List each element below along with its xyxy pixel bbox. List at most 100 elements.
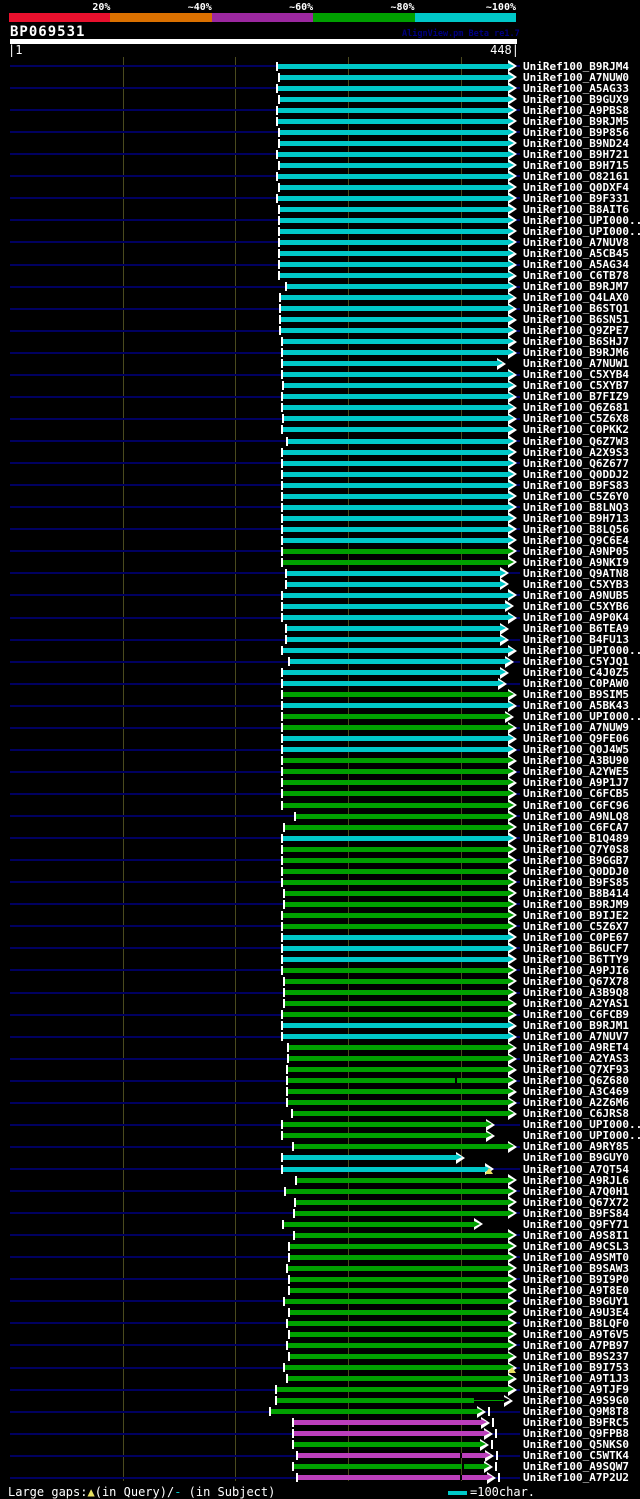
hit-bar[interactable] <box>283 1122 486 1128</box>
hit-bar[interactable] <box>285 978 508 984</box>
hit-label[interactable]: UniRef100_A2X9S3 <box>523 446 629 458</box>
hit-bar[interactable] <box>283 394 508 400</box>
hit-bar[interactable] <box>293 1111 508 1117</box>
hit-label[interactable]: UniRef100_C5Z6X7 <box>523 920 629 932</box>
hit-label[interactable]: UniRef100_Q6Z677 <box>523 457 629 469</box>
hit-bar[interactable] <box>284 1221 474 1227</box>
hit-bar[interactable] <box>285 824 508 830</box>
hit-label[interactable]: UniRef100_B9FS84 <box>523 1207 629 1219</box>
hit-bar[interactable] <box>288 438 508 444</box>
hit-bar[interactable] <box>283 681 498 687</box>
hit-label[interactable]: UniRef100_A9T8E0 <box>523 1284 629 1296</box>
hit-bar[interactable] <box>285 1298 508 1304</box>
hit-bar[interactable] <box>285 1001 508 1007</box>
hit-label[interactable]: UniRef100_B6UCF7 <box>523 942 629 954</box>
hit-bar[interactable] <box>285 1365 508 1371</box>
hit-label[interactable]: UniRef100_C6TB78 <box>523 270 629 282</box>
hit-label[interactable]: UniRef100_UPI000.. <box>523 1119 640 1131</box>
hit-bar[interactable] <box>278 85 508 91</box>
hit-bar[interactable] <box>283 1133 486 1139</box>
hit-label[interactable]: UniRef100_B6SN51 <box>523 314 629 326</box>
hit-bar[interactable] <box>283 427 508 433</box>
hit-bar[interactable] <box>283 339 508 345</box>
hit-label[interactable]: UniRef100_B9SAW3 <box>523 1262 629 1274</box>
hit-bar[interactable] <box>283 1034 508 1040</box>
hit-label[interactable]: UniRef100_B9H721 <box>523 148 629 160</box>
hit-label[interactable]: UniRef100_B9RJM4 <box>523 60 629 72</box>
hit-label[interactable]: UniRef100_B8LNQ3 <box>523 501 629 513</box>
hit-label[interactable]: UniRef100_B8AIT6 <box>523 203 629 215</box>
hit-bar[interactable] <box>294 1431 484 1437</box>
hit-label[interactable]: UniRef100_B9H713 <box>523 512 629 524</box>
hit-label[interactable]: UniRef100_C5XYB3 <box>523 578 629 590</box>
hit-label[interactable]: UniRef100_UPI000.. <box>523 1130 640 1142</box>
hit-bar[interactable] <box>288 1320 508 1326</box>
hit-label[interactable]: UniRef100_B9GUX9 <box>523 93 629 105</box>
hit-label[interactable]: UniRef100_A5AG34 <box>523 259 629 271</box>
hit-label[interactable]: UniRef100_Q7XF93 <box>523 1064 629 1076</box>
hit-bar[interactable] <box>283 879 508 885</box>
hit-bar[interactable] <box>283 758 508 764</box>
hit-label[interactable]: UniRef100_A9RY85 <box>523 1141 629 1153</box>
hit-bar[interactable] <box>283 1012 508 1018</box>
hit-label[interactable]: UniRef100_C6FC96 <box>523 799 629 811</box>
hit-bar[interactable] <box>283 592 508 598</box>
hit-label[interactable]: UniRef100_A9NUB5 <box>523 589 629 601</box>
hit-label[interactable]: UniRef100_A7NUW9 <box>523 722 629 734</box>
hit-bar[interactable] <box>280 217 508 223</box>
hit-bar[interactable] <box>283 537 508 543</box>
hit-label[interactable]: UniRef100_O82161 <box>523 170 629 182</box>
hit-label[interactable]: UniRef100_C5XYB6 <box>523 600 629 612</box>
hit-label[interactable]: UniRef100_Q0DDJ2 <box>523 468 629 480</box>
hit-bar[interactable] <box>295 1232 508 1238</box>
hit-label[interactable]: UniRef100_A5AG33 <box>523 82 629 94</box>
hit-label[interactable]: UniRef100_B9RJM6 <box>523 347 629 359</box>
hit-label[interactable]: UniRef100_A9S8I1 <box>523 1229 629 1241</box>
hit-label[interactable]: UniRef100_C5XYB7 <box>523 380 629 392</box>
hit-label[interactable]: UniRef100_B9SIM5 <box>523 689 629 701</box>
hit-label[interactable]: UniRef100_B8LQ56 <box>523 523 629 535</box>
hit-label[interactable]: UniRef100_UPI000.. <box>523 225 640 237</box>
hit-label[interactable]: UniRef100_B9GUY0 <box>523 1152 629 1164</box>
hit-bar[interactable] <box>283 934 508 940</box>
hit-label[interactable]: UniRef100_A9PJI6 <box>523 964 629 976</box>
hit-label[interactable]: UniRef100_A9P0K4 <box>523 612 629 623</box>
hit-label[interactable]: UniRef100_UPI000.. <box>523 214 640 226</box>
hit-label[interactable]: UniRef100_C0PKK2 <box>523 424 629 436</box>
hit-bar[interactable] <box>280 273 508 279</box>
hit-bar[interactable] <box>283 548 508 554</box>
hit-bar[interactable] <box>281 317 508 323</box>
hit-label[interactable]: UniRef100_C0PE67 <box>523 931 629 943</box>
hit-bar[interactable] <box>280 129 508 135</box>
hit-label[interactable]: UniRef100_C6FCA7 <box>523 821 629 833</box>
hit-label[interactable]: UniRef100_Q9ATN8 <box>523 567 629 579</box>
hit-bar[interactable] <box>280 262 508 268</box>
hit-label[interactable]: UniRef100_C6FCB9 <box>523 1009 629 1021</box>
hit-label[interactable]: UniRef100_C5Z6Y0 <box>523 490 629 502</box>
hit-bar[interactable] <box>289 1056 508 1062</box>
hit-bar[interactable] <box>290 1254 508 1260</box>
hit-bar[interactable] <box>283 692 508 698</box>
hit-label[interactable]: UniRef100_B9GUY1 <box>523 1295 629 1307</box>
hit-label[interactable]: UniRef100_B6TEA9 <box>523 623 629 635</box>
hit-bar[interactable] <box>284 383 508 389</box>
hit-label[interactable]: UniRef100_A5CB45 <box>523 248 629 259</box>
hit-bar[interactable] <box>283 648 508 654</box>
hit-bar[interactable] <box>288 1342 508 1348</box>
hit-bar[interactable] <box>296 813 508 819</box>
hit-label[interactable]: UniRef100_Q9C6E4 <box>523 534 629 546</box>
hit-label[interactable]: UniRef100_Q6Z681 <box>523 402 629 414</box>
hit-label[interactable]: UniRef100_C0PAW0 <box>523 678 629 690</box>
hit-label[interactable]: UniRef100_Q7Y0S8 <box>523 843 629 855</box>
hit-bar[interactable] <box>280 206 508 212</box>
hit-label[interactable]: UniRef100_A7PB97 <box>523 1339 629 1351</box>
hit-bar[interactable] <box>283 559 508 565</box>
hit-bar[interactable] <box>283 846 508 852</box>
hit-bar[interactable] <box>283 615 508 620</box>
hit-label[interactable]: UniRef100_A9NKI9 <box>523 556 629 568</box>
hit-bar[interactable] <box>283 526 508 532</box>
hit-label[interactable]: UniRef100_B9FS85 <box>523 876 629 888</box>
hit-label[interactable]: UniRef100_B8B414 <box>523 887 629 899</box>
hit-bar[interactable] <box>283 868 508 874</box>
hit-label[interactable]: UniRef100_A9CSL3 <box>523 1240 629 1252</box>
